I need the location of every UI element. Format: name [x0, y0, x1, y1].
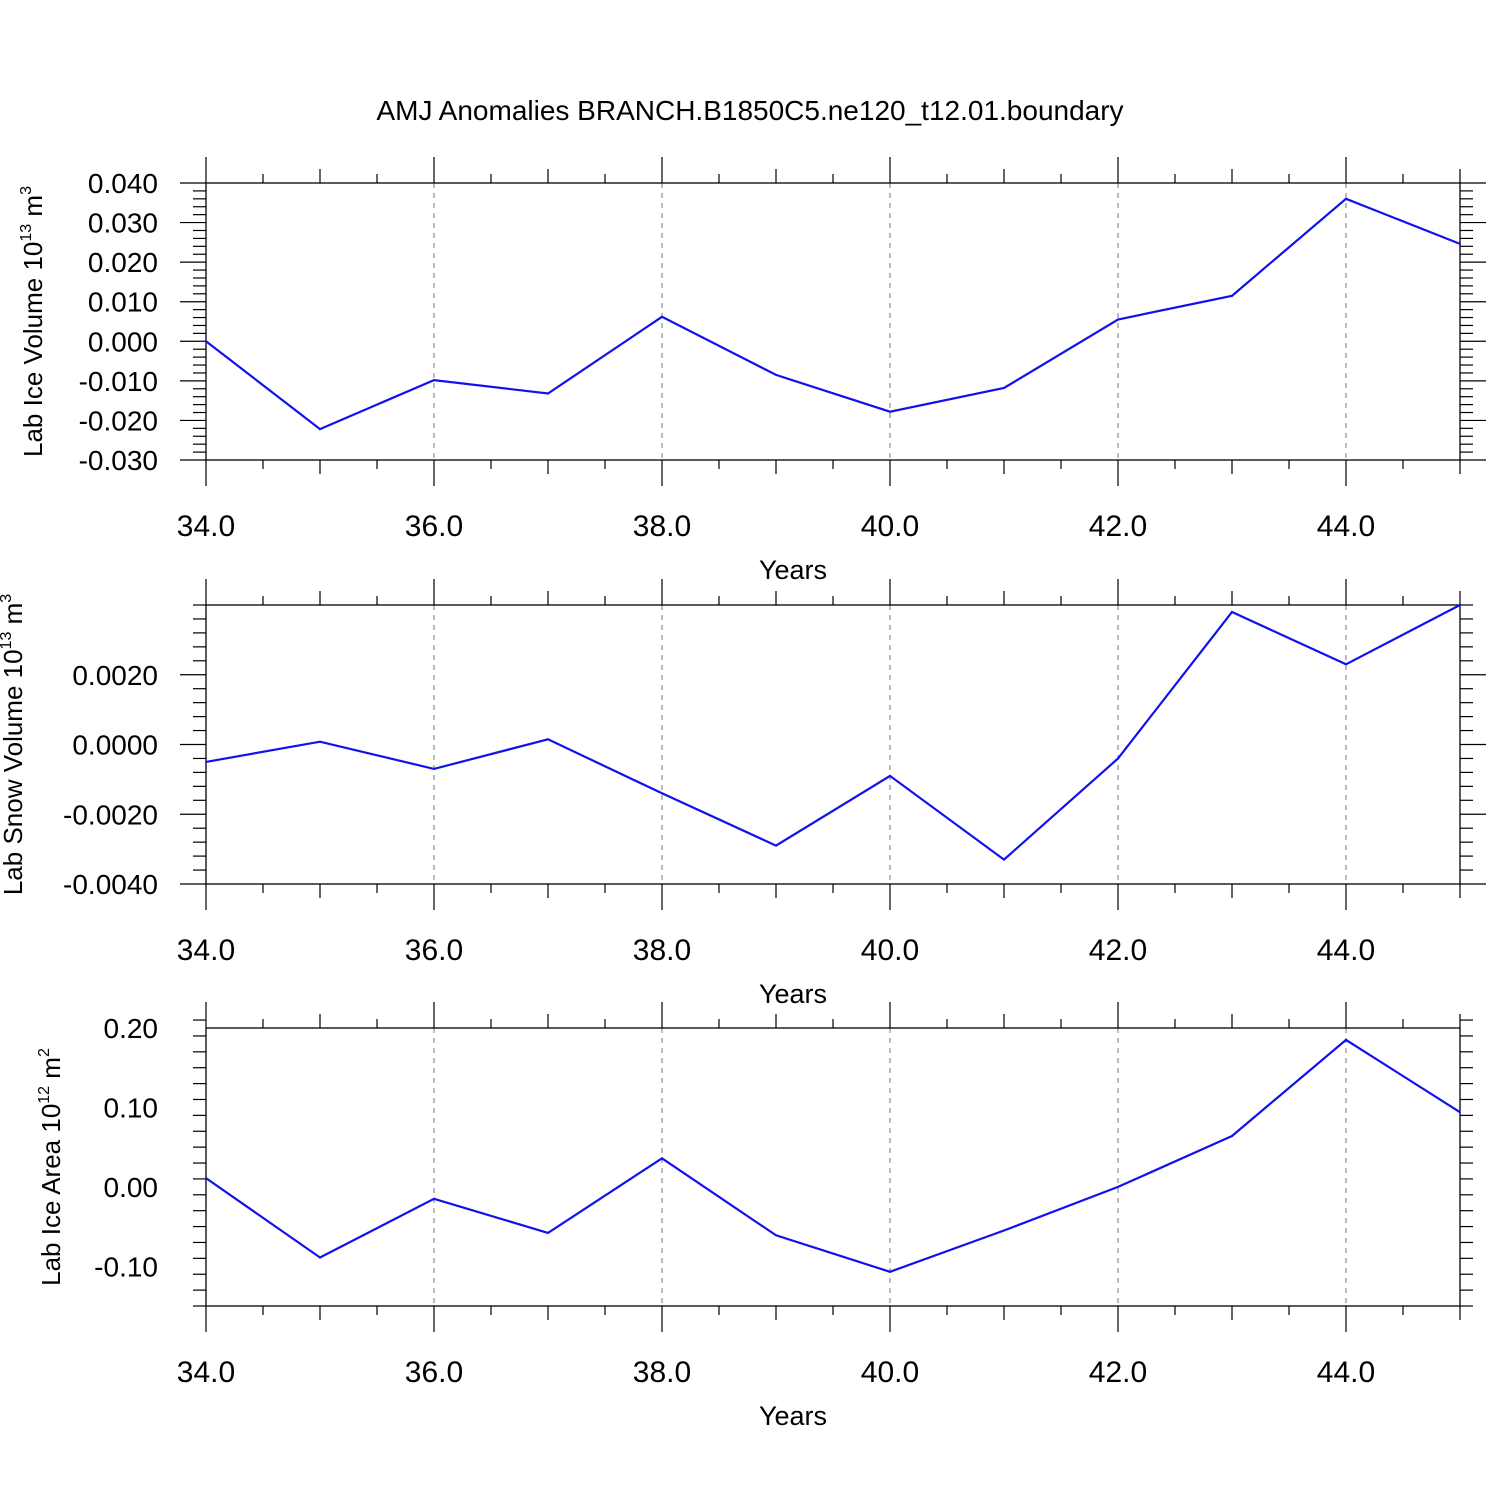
y-tick-label: 0.0020	[72, 660, 158, 691]
x-tick-label: 34.0	[177, 510, 235, 543]
x-tick-label: 44.0	[1317, 510, 1375, 543]
chart-panel-2: 34.0 36.0 38.0 40.0 42.0 44.0 -0.0040 -0.0020 0.…	[0, 579, 1486, 1009]
x-tick-label: 42.0	[1089, 510, 1147, 543]
data-point	[205, 340, 207, 343]
data-point	[1117, 757, 1119, 760]
y-label-unit: m	[18, 195, 48, 224]
plot-frame	[205, 182, 1461, 461]
chart-panel-1: 34.0 36.0 38.0 40.0 42.0 44.0 -0.030 -0.020 -0.0…	[18, 157, 1486, 585]
figure-title: AMJ Anomalies BRANCH.B1850C5.ne120_t12.0…	[376, 95, 1123, 126]
x-tick-label: 36.0	[405, 1356, 463, 1389]
data-point	[1231, 1135, 1233, 1138]
x-tick-label: 42.0	[1089, 934, 1147, 967]
data-point	[547, 738, 549, 741]
x-tick-label: 40.0	[861, 510, 919, 543]
data-point	[319, 740, 321, 743]
data-point	[1117, 1185, 1119, 1188]
data-point	[1345, 663, 1347, 666]
data-point	[1003, 858, 1005, 861]
y-tick-label: -0.0020	[63, 799, 158, 830]
x-tick-label: 34.0	[177, 1356, 235, 1389]
data-point	[205, 1177, 207, 1180]
y-tick-label: 0.10	[104, 1092, 159, 1123]
y-tick-label: 0.020	[88, 247, 158, 278]
data-point	[661, 792, 663, 795]
y-tick-label: 0.040	[88, 168, 158, 199]
y-label-unit: m	[0, 603, 28, 632]
data-point	[1003, 386, 1005, 389]
plot-frame	[205, 1027, 1461, 1307]
y-tick-label: 0.010	[88, 287, 158, 318]
y-tick-label: 0.20	[104, 1013, 159, 1044]
x-tick-label: 44.0	[1317, 934, 1375, 967]
y-axis-label: Lab Snow Volume 1013 m3	[0, 594, 28, 895]
data-point	[775, 1234, 777, 1237]
data-point	[889, 774, 891, 777]
data-point	[661, 315, 663, 318]
y-tick-label: -0.020	[79, 405, 158, 436]
series-line	[205, 197, 1461, 431]
x-tick-label: 34.0	[177, 934, 235, 967]
y-label-unit-exponent: 3	[18, 186, 35, 195]
x-tick-label: 44.0	[1317, 1356, 1375, 1389]
data-point	[547, 1231, 549, 1234]
series-line	[205, 1038, 1461, 1273]
data-point	[1459, 242, 1461, 245]
data-point	[775, 373, 777, 376]
y-tick-label: -0.0040	[63, 869, 158, 900]
data-point	[775, 844, 777, 847]
x-tick-label: 38.0	[633, 1356, 691, 1389]
y-label-text: Lab Snow Volume 10	[0, 649, 28, 895]
chart-panel-3: 34.0 36.0 38.0 40.0 42.0 44.0 -0.10 0.00 0.10 0.2…	[36, 1002, 1473, 1431]
y-tick-label: 0.030	[88, 208, 158, 239]
y-axis-label: Lab Ice Area 1012 m2	[36, 1048, 66, 1286]
y-label-unit-exponent: 2	[36, 1048, 53, 1057]
data-point	[1459, 604, 1461, 606]
data-point	[1345, 197, 1347, 200]
data-point	[433, 379, 435, 382]
y-label-exponent: 13	[0, 632, 15, 650]
series-line	[205, 604, 1461, 862]
y-tick-label: -0.030	[79, 445, 158, 476]
x-tick-label: 36.0	[405, 510, 463, 543]
y-label-unit: m	[36, 1057, 66, 1086]
data-point	[1003, 1229, 1005, 1232]
data-point	[1459, 1111, 1461, 1114]
y-label-exponent: 13	[18, 224, 35, 242]
data-point	[319, 428, 321, 431]
data-point	[319, 1256, 321, 1259]
y-label-unit-exponent: 3	[0, 594, 15, 603]
y-tick-label: 0.00	[104, 1172, 159, 1203]
x-tick-label: 40.0	[861, 934, 919, 967]
data-point	[433, 1197, 435, 1200]
data-point	[889, 410, 891, 413]
x-tick-label: 36.0	[405, 934, 463, 967]
y-tick-label: 0.0000	[72, 730, 158, 761]
data-point	[889, 1270, 891, 1273]
x-tick-label: 38.0	[633, 934, 691, 967]
y-label-text: Lab Ice Area 10	[36, 1104, 66, 1286]
x-axis-label: Years	[759, 555, 827, 585]
data-point	[1117, 318, 1119, 321]
x-axis-label: Years	[759, 979, 827, 1009]
x-tick-label: 40.0	[861, 1356, 919, 1389]
data-point	[547, 392, 549, 395]
data-point	[1231, 610, 1233, 613]
x-tick-label: 38.0	[633, 510, 691, 543]
data-point	[1345, 1038, 1347, 1041]
data-point	[661, 1157, 663, 1160]
data-point	[1231, 294, 1233, 297]
plot-frame	[205, 604, 1461, 885]
y-tick-label: -0.010	[79, 366, 158, 397]
data-point	[205, 760, 207, 763]
y-tick-label: -0.10	[94, 1251, 158, 1282]
y-tick-label: 0.000	[88, 326, 158, 357]
y-axis-label: Lab Ice Volume 1013 m3	[18, 186, 48, 457]
y-label-exponent: 12	[36, 1086, 53, 1104]
x-axis-label: Years	[759, 1401, 827, 1431]
data-point	[433, 767, 435, 770]
x-tick-label: 42.0	[1089, 1356, 1147, 1389]
y-label-text: Lab Ice Volume 10	[18, 242, 48, 457]
